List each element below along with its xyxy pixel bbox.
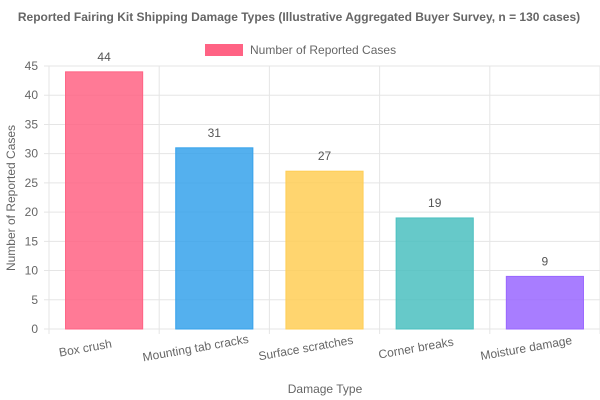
y-tick-label: 5 <box>31 293 38 307</box>
bar[interactable] <box>395 217 474 330</box>
y-tick-label: 35 <box>25 117 39 131</box>
chart-title: Reported Fairing Kit Shipping Damage Typ… <box>18 10 580 24</box>
legend-label: Number of Reported Cases <box>250 43 396 57</box>
bar[interactable] <box>65 71 144 330</box>
y-tick-label: 20 <box>25 205 39 219</box>
y-tick-label: 45 <box>25 59 39 73</box>
y-axis-title: Number of Reported Cases <box>4 125 18 271</box>
y-tick-label: 15 <box>25 234 39 248</box>
bar-value-label: 31 <box>208 126 222 140</box>
y-tick-label: 30 <box>25 147 39 161</box>
bar-value-label: 9 <box>542 254 549 268</box>
legend-swatch <box>205 44 243 56</box>
x-tick-label: Moisture damage <box>479 333 573 363</box>
bars <box>65 71 584 330</box>
y-tick-label: 40 <box>25 88 39 102</box>
x-axis-title: Damage Type <box>288 382 363 396</box>
x-tick-label: Surface scratches <box>257 333 354 363</box>
data-labels: 44 31 27 19 9 <box>97 50 548 269</box>
y-axis: 0 5 10 15 20 25 30 35 40 45 <box>25 59 39 336</box>
y-tick-label: 0 <box>31 322 38 336</box>
x-tick-label: Corner breaks <box>377 335 454 362</box>
legend[interactable]: Number of Reported Cases <box>205 43 396 57</box>
bar-value-label: 27 <box>318 149 332 163</box>
y-tick-label: 25 <box>25 176 39 190</box>
x-axis: Box crush Mounting tab cracks Surface scra… <box>58 332 573 364</box>
bar[interactable] <box>175 147 254 330</box>
bar-value-label: 44 <box>97 50 111 64</box>
y-tick-label: 10 <box>25 264 39 278</box>
bar-value-label: 19 <box>428 196 442 210</box>
x-tick-label: Box crush <box>58 337 113 360</box>
x-tick-label: Mounting tab cracks <box>142 332 250 364</box>
bar[interactable] <box>505 275 584 330</box>
bar[interactable] <box>285 170 364 330</box>
